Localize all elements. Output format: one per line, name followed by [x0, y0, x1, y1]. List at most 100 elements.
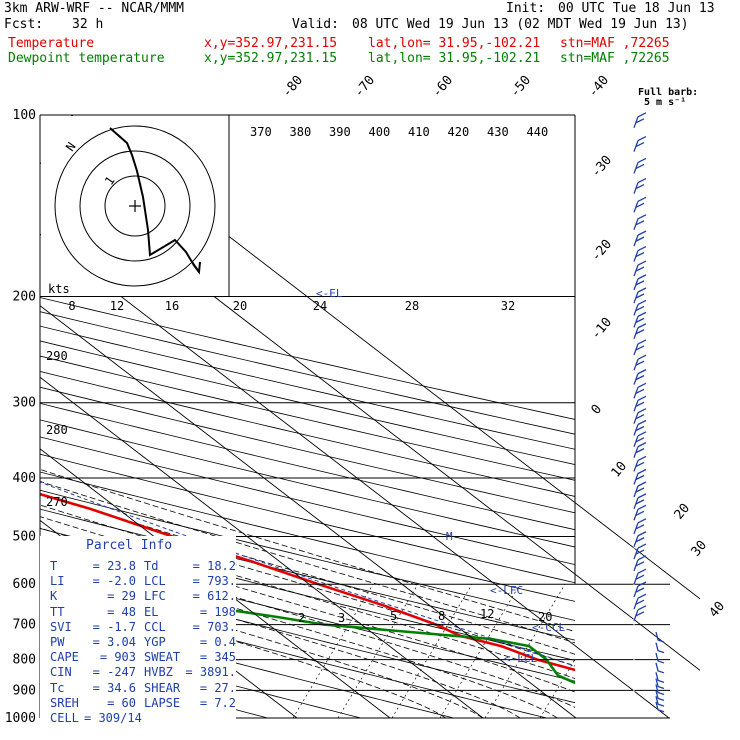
parcel-value: = 34.6 — [92, 680, 136, 695]
isotherm-label--30: -30 — [589, 153, 616, 181]
wind-barb-0 — [633, 112, 647, 128]
parcel-value: = 703. — [192, 619, 236, 634]
wind-barb-stroke-40 — [655, 672, 665, 683]
isentrope-label-440: 440 — [527, 125, 549, 139]
dry-adiabat-450 — [40, 297, 575, 420]
dry-adiabat-360 — [40, 436, 575, 566]
wind-barb-17 — [633, 382, 647, 399]
wind-barb-stroke-10 — [633, 287, 647, 304]
moist-adiabat-0 — [40, 572, 484, 718]
parcel-key: LAPSE — [144, 695, 181, 710]
parcel-key: LFC — [144, 589, 166, 604]
wind-barb-19 — [633, 408, 647, 424]
wind-barb-stroke-12 — [633, 311, 647, 328]
wind-barb-stroke-31 — [633, 555, 647, 572]
isentrope-label-420: 420 — [448, 125, 470, 139]
wind-barb-stroke-28 — [633, 518, 647, 535]
wind-barb-2 — [633, 157, 647, 174]
theta-label-270: 270 — [46, 495, 68, 509]
legend-temperature-stn: stn=MAF ,72265 — [560, 36, 670, 51]
wind-barb-stroke-24 — [633, 468, 647, 485]
parcel-key: K — [50, 589, 58, 604]
moist-adiabat-16 — [40, 527, 575, 693]
wind-barb-26 — [633, 493, 647, 510]
legend-temperature-xy: x,y=352.97,231.15 — [204, 36, 338, 51]
wind-barb-20 — [633, 419, 647, 436]
wind-barb-5 — [633, 214, 647, 230]
wind-barb-4 — [633, 196, 647, 213]
parcel-key: SVI — [50, 619, 72, 634]
isotherm-0 — [40, 376, 484, 718]
wind-barb-13 — [633, 323, 647, 339]
init-time: 00 UTC Tue 18 Jun 13 — [558, 1, 715, 16]
wind-barb-35 — [633, 605, 647, 622]
dry-adiabat-270 — [40, 611, 454, 718]
wind-barb-stroke-27 — [633, 504, 647, 521]
el-marker: <-EL — [316, 287, 343, 300]
mixing-ratio-label-12: 12 — [480, 607, 494, 621]
parcel-value: = 903 — [99, 650, 136, 665]
valid-time: 08 UTC Wed 19 Jun 13 (02 MDT Wed 19 Jun … — [352, 17, 689, 32]
pressure-label-800: 800 — [13, 653, 36, 668]
isotherm-label--50: -50 — [508, 73, 535, 101]
isentrope-label-430: 430 — [487, 125, 509, 139]
wind-barb-7 — [633, 245, 647, 262]
dewpoint-curve — [40, 577, 575, 685]
parcel-key: SREH — [50, 695, 79, 710]
isotherm-label-20: 20 — [672, 501, 694, 523]
wind-barb-stroke-23 — [633, 455, 647, 472]
wind-barb-stroke-32 — [633, 568, 647, 585]
wind-barb-1 — [633, 136, 647, 152]
parcel-key: Td — [144, 559, 159, 573]
parcel-key: Tc — [50, 680, 65, 695]
isotherm-label--20: -20 — [589, 237, 616, 265]
isentrope-label-370: 370 — [250, 125, 272, 139]
pressure-label-100: 100 — [13, 108, 36, 123]
wind-barb-stroke-36 — [655, 631, 665, 643]
fcst-hour: 32 h — [72, 17, 104, 32]
wind-barb-stroke-42 — [655, 684, 665, 696]
dry-adiabat-350 — [40, 453, 575, 584]
theta-label-280: 280 — [46, 423, 68, 437]
wind-barb-22 — [633, 442, 647, 458]
wind-barb-30 — [633, 543, 647, 560]
parcel-value: = -247 — [92, 665, 136, 680]
wind-barb-39 — [655, 662, 665, 674]
wind-barb-stroke-15 — [633, 354, 647, 371]
isotherm-label-40: 40 — [707, 599, 729, 621]
parcel-key: CAPE — [50, 650, 79, 665]
isotherm--10 — [40, 448, 391, 718]
parcel-key: PW — [50, 635, 65, 649]
wind-barb-stroke-30 — [633, 543, 647, 560]
wind-barb-stroke-9 — [633, 274, 647, 291]
wind-barb-14 — [633, 339, 647, 356]
parcel-value: = 793. — [192, 574, 236, 589]
parcel-key: EL — [144, 604, 159, 619]
parcel-info-title: Parcel Info — [86, 538, 173, 553]
wind-barb-stroke-41 — [655, 678, 665, 690]
parcel-value: = 60 — [107, 695, 136, 710]
isotherm-label--10: -10 — [589, 315, 616, 343]
parcel-info-box: Parcel Info T = 23.8 Td = 18.2 LI = -2.0 LCL = … — [40, 536, 236, 726]
wind-barb-stroke-18 — [633, 395, 647, 412]
barb-legend-title: Full barb: — [638, 87, 698, 98]
isotherm-label-0: 0 — [589, 402, 606, 418]
hodograph-arrow — [192, 261, 201, 275]
wind-barb-12 — [633, 311, 647, 328]
parcel-value: = 198 — [199, 604, 236, 619]
pressure-label-200: 200 — [13, 290, 36, 305]
pressure-label-700: 700 — [13, 618, 36, 633]
isotherm-20 — [40, 233, 670, 718]
lfc-marker: <-LFC — [490, 584, 523, 597]
isentrope-label-390: 390 — [329, 125, 351, 139]
pressure-label-1000: 1000 — [5, 711, 36, 726]
legend-dewpoint: Dewpoint temperature — [8, 51, 165, 66]
isotherm-label--70: -70 — [352, 73, 379, 101]
wind-barb-3 — [633, 178, 647, 194]
wind-barb-27 — [633, 504, 647, 521]
wind-barb-stroke-21 — [633, 431, 647, 448]
mixing-ratio-label-8: 8 — [438, 609, 445, 623]
wind-barb-stroke-35 — [633, 605, 647, 622]
temperature-curve — [40, 492, 575, 672]
